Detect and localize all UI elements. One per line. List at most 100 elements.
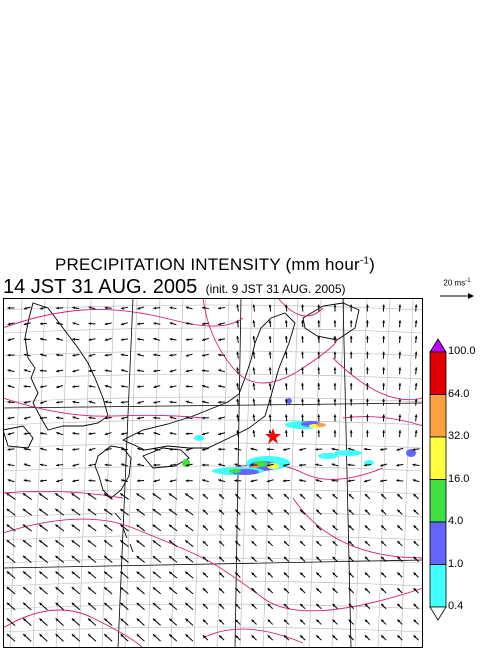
pressure-contour xyxy=(292,497,423,559)
wind-arrow-head xyxy=(332,493,336,497)
wind-arrow-head xyxy=(348,635,352,639)
wind-arrow-head xyxy=(348,588,352,592)
wind-arrow-head xyxy=(381,603,384,607)
wind-arrow-head xyxy=(201,400,205,404)
wind-arrow-head xyxy=(202,588,206,592)
wind-arrow-head xyxy=(6,571,10,575)
wind-arrow-head xyxy=(55,493,59,496)
wind-arrow-head xyxy=(55,540,59,543)
wind-arrow-head xyxy=(39,571,43,575)
wind-arrow-head xyxy=(268,320,272,324)
wind-arrow-head xyxy=(88,432,92,436)
wind-arrow-head xyxy=(202,619,206,623)
wind-arrow-head xyxy=(316,588,320,592)
scale-label: 0.4 xyxy=(448,600,464,612)
wind-arrow-head xyxy=(153,447,157,451)
wind-reference-text: 20 ms xyxy=(443,278,466,288)
wind-arrow-head xyxy=(185,448,189,451)
pressure-contour xyxy=(202,298,338,384)
wind-arrow-head xyxy=(252,320,256,324)
wind-arrow-head xyxy=(382,335,386,339)
wind-arrow-head xyxy=(284,414,288,418)
wind-arrow-head xyxy=(381,619,384,623)
wind-vectors xyxy=(6,304,420,642)
wind-arrow-head xyxy=(219,541,222,544)
wind-arrow-head xyxy=(301,414,304,418)
init-time: (init. 9 JST 31 AUG. 2005) xyxy=(205,282,346,296)
wind-arrow-head xyxy=(185,306,189,310)
wind-arrow-head xyxy=(382,304,386,308)
wind-arrow-head xyxy=(71,618,75,622)
wind-arrow-head xyxy=(363,463,367,467)
wind-arrow-head xyxy=(380,479,383,483)
wind-arrow-head xyxy=(121,369,124,372)
wind-arrow-head xyxy=(104,384,108,388)
wind-arrow-head xyxy=(22,555,26,559)
wind-arrow-head xyxy=(201,322,205,326)
wind-arrow-head xyxy=(381,556,384,560)
wind-arrow-head xyxy=(72,463,76,467)
wind-arrow-head xyxy=(7,463,11,467)
wind-arrow-head xyxy=(169,634,173,638)
wind-arrow-head xyxy=(316,541,320,544)
wind-arrow-head xyxy=(267,525,271,529)
wind-arrow-head xyxy=(71,587,75,590)
wind-arrow-head xyxy=(250,463,254,467)
wind-arrow-head xyxy=(236,383,240,386)
wind-arrow-head xyxy=(185,432,189,436)
precipitation-cell xyxy=(406,449,416,457)
wind-arrow-head xyxy=(137,401,141,404)
wind-arrow-head xyxy=(348,619,352,623)
wind-arrow-head xyxy=(202,509,206,513)
wind-reference: 20 ms-1 xyxy=(437,278,477,304)
wind-arrow-head xyxy=(137,306,141,310)
meridian-line xyxy=(117,298,134,648)
wind-arrow-head xyxy=(382,320,386,323)
wind-arrow-head xyxy=(87,571,91,575)
wind-arrow-head xyxy=(266,447,270,451)
precipitation-cell xyxy=(316,423,326,427)
wind-arrow-head xyxy=(136,509,140,512)
longitude-line xyxy=(262,298,276,648)
wind-arrow-head xyxy=(252,335,256,339)
wind-arrow-head xyxy=(268,351,272,355)
wind-arrow-head xyxy=(88,306,92,310)
wind-arrow-head xyxy=(6,540,10,543)
wind-arrow-head xyxy=(347,479,351,483)
wind-arrow-head xyxy=(153,634,156,638)
wind-arrow-head xyxy=(397,493,401,497)
wind-arrow-head xyxy=(152,540,156,544)
wind-arrow-head xyxy=(169,385,173,389)
wind-arrow-head xyxy=(104,432,108,436)
wind-arrow-head xyxy=(121,322,124,326)
wind-arrow-head xyxy=(316,525,320,529)
wind-arrow-head xyxy=(104,524,107,528)
wind-arrow-head xyxy=(152,618,156,622)
wind-arrow-head xyxy=(201,369,205,373)
wind-arrow-head xyxy=(71,571,75,575)
wind-arrow-head xyxy=(218,384,222,388)
wind-arrow-head xyxy=(202,635,206,639)
wind-arrow-head xyxy=(137,416,141,420)
scale-under-triangle xyxy=(429,606,447,621)
wind-arrow-head xyxy=(169,400,173,404)
wind-arrow-head xyxy=(23,337,27,341)
wind-arrow-head xyxy=(153,369,157,373)
wind-arrow-head xyxy=(316,635,320,639)
wind-arrow-head xyxy=(267,493,271,497)
wind-arrow-head xyxy=(202,493,206,497)
wind-arrow-head xyxy=(252,430,256,433)
wind-arrow-head xyxy=(72,322,76,325)
wind-arrow-head xyxy=(120,587,124,591)
wind-arrow-head xyxy=(7,338,11,342)
wind-arrow-head xyxy=(300,509,303,513)
wind-arrow-head xyxy=(234,479,237,483)
wind-arrow-head xyxy=(137,369,140,373)
location-star-icon xyxy=(265,428,281,444)
wind-arrow-head xyxy=(120,509,124,512)
wind-arrow-head xyxy=(333,414,337,418)
wind-arrow-head xyxy=(397,541,401,544)
wind-arrow-head xyxy=(22,540,26,543)
wind-arrow-head xyxy=(7,306,11,310)
wind-arrow-head xyxy=(72,353,76,357)
